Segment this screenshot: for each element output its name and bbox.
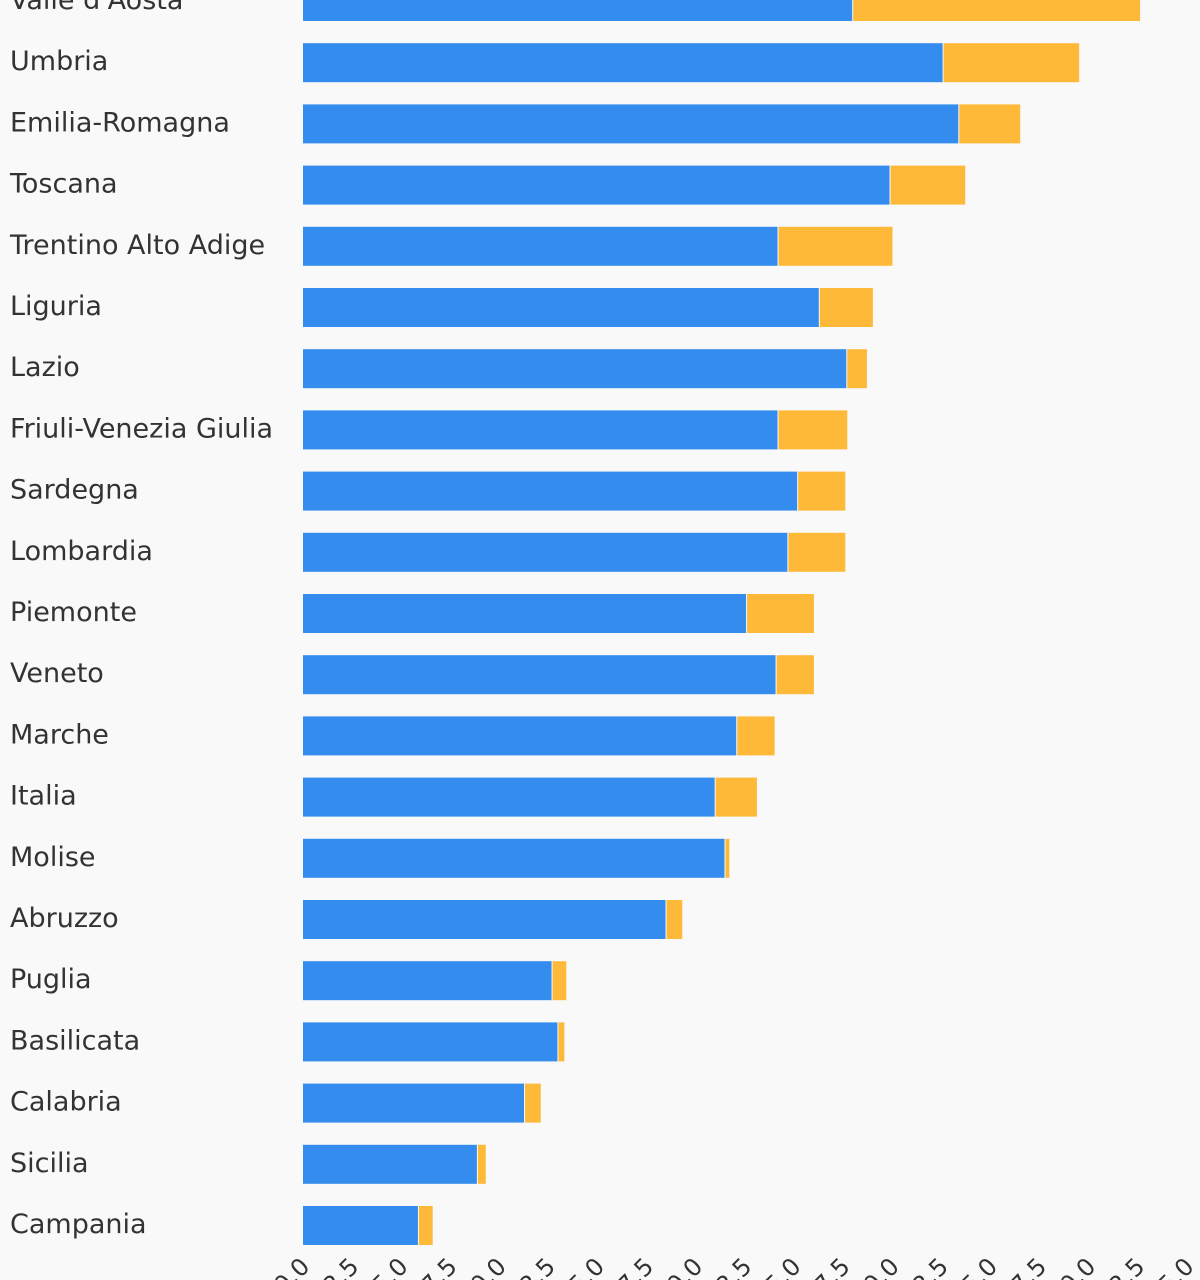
bar-veneto-series-1 — [303, 655, 776, 695]
bar-liguria-series-2 — [819, 288, 873, 327]
x-tick-label: 40.0 — [1044, 1252, 1102, 1280]
bar-trentino-alto-adige-series-1 — [303, 226, 778, 266]
bar-basilicata-series-2 — [558, 1022, 565, 1062]
bar-abruzzo-series-2 — [666, 900, 683, 939]
bar-umbria-series-1 — [303, 43, 943, 83]
x-tick-label: 37.5 — [995, 1252, 1053, 1280]
category-label-trentino-alto-adige: Trentino Alto Adige — [9, 230, 265, 261]
bar-lombardia-series-2 — [788, 532, 846, 572]
bar-italia-series-2 — [715, 777, 757, 817]
category-label-marche: Marche — [10, 719, 109, 750]
bar-toscana-series-2 — [890, 165, 966, 205]
x-tick-label: 42.5 — [1093, 1252, 1151, 1280]
x-tick-label: 2.5 — [318, 1252, 365, 1280]
bar-calabria-series-1 — [303, 1083, 525, 1123]
bar-piemonte-series-1 — [303, 594, 747, 633]
category-label-puglia: Puglia — [10, 964, 92, 995]
x-tick-label: 35.0 — [945, 1252, 1003, 1280]
category-label-veneto: Veneto — [10, 658, 104, 689]
bar-toscana-series-1 — [303, 165, 890, 205]
x-tick-label: 7.5 — [416, 1252, 463, 1280]
bars-group — [303, 0, 1141, 1245]
bar-calabria-series-2 — [525, 1083, 541, 1123]
x-tick-label: 10.0 — [454, 1252, 512, 1280]
bar-campania-series-1 — [303, 1206, 418, 1245]
x-axis-ticks: 0.02.55.07.510.012.515.017.520.022.525.0… — [268, 1252, 1199, 1280]
category-label-molise: Molise — [10, 842, 96, 873]
category-label-lombardia: Lombardia — [10, 536, 153, 567]
x-tick-label: 45.0 — [1142, 1252, 1200, 1280]
bar-basilicata-series-1 — [303, 1022, 558, 1062]
bar-piemonte-series-2 — [747, 594, 814, 633]
bar-italia-series-1 — [303, 777, 715, 817]
bar-liguria-series-1 — [303, 288, 819, 327]
bar-puglia-series-2 — [552, 961, 567, 1001]
category-label-valle-d-aosta: Valle d'Aosta — [10, 0, 183, 16]
category-label-piemonte: Piemonte — [10, 597, 137, 628]
x-tick-label: 27.5 — [798, 1252, 856, 1280]
x-tick-label: 22.5 — [700, 1252, 758, 1280]
category-label-abruzzo: Abruzzo — [10, 903, 119, 934]
category-label-basilicata: Basilicata — [10, 1025, 140, 1056]
category-label-friuli-venezia-giulia: Friuli-Venezia Giulia — [10, 413, 273, 444]
category-label-sicilia: Sicilia — [10, 1148, 89, 1179]
category-label-emilia-romagna: Emilia-Romagna — [10, 107, 230, 138]
category-label-toscana: Toscana — [9, 169, 118, 200]
bar-emilia-romagna-series-1 — [303, 104, 959, 144]
bar-valle-d-aosta-series-1 — [303, 0, 853, 21]
bar-valle-d-aosta-series-2 — [853, 0, 1141, 21]
bar-trentino-alto-adige-series-2 — [778, 226, 893, 266]
bar-emilia-romagna-series-2 — [959, 104, 1021, 144]
bar-sicilia-series-1 — [303, 1144, 477, 1184]
bar-campania-series-2 — [418, 1206, 433, 1245]
x-tick-label: 5.0 — [367, 1252, 414, 1280]
x-tick-label: 17.5 — [602, 1252, 660, 1280]
x-tick-label: 30.0 — [847, 1252, 905, 1280]
x-tick-label: 25.0 — [749, 1252, 807, 1280]
category-label-italia: Italia — [10, 781, 77, 812]
category-labels: Valle d'Aosta Umbria Emilia-Romagna Toscana… — [9, 0, 273, 1240]
x-tick-label: 15.0 — [552, 1252, 610, 1280]
bar-abruzzo-series-1 — [303, 900, 666, 939]
bar-umbria-series-2 — [943, 43, 1080, 83]
category-label-campania: Campania — [10, 1209, 147, 1240]
x-tick-label: 20.0 — [651, 1252, 709, 1280]
bar-marche-series-1 — [303, 716, 737, 756]
bar-friuli-venezia-giulia-series-2 — [778, 410, 848, 450]
bar-sicilia-series-2 — [477, 1144, 486, 1184]
bar-sardegna-series-2 — [798, 471, 846, 511]
bar-friuli-venezia-giulia-series-1 — [303, 410, 778, 450]
bar-molise-series-2 — [725, 838, 730, 878]
x-tick-label: 0.0 — [268, 1252, 315, 1280]
category-label-lazio: Lazio — [10, 352, 80, 383]
bar-lombardia-series-1 — [303, 532, 788, 572]
bar-marche-series-2 — [737, 716, 775, 756]
bar-veneto-series-2 — [776, 655, 814, 695]
category-label-calabria: Calabria — [10, 1087, 122, 1118]
bar-sardegna-series-1 — [303, 471, 798, 511]
bar-molise-series-1 — [303, 838, 725, 878]
bar-lazio-series-2 — [847, 349, 867, 389]
bar-puglia-series-1 — [303, 961, 552, 1001]
x-tick-label: 12.5 — [503, 1252, 561, 1280]
bar-lazio-series-1 — [303, 349, 847, 389]
category-label-umbria: Umbria — [10, 46, 108, 77]
category-label-liguria: Liguria — [10, 291, 102, 322]
category-label-sardegna: Sardegna — [10, 475, 139, 506]
x-tick-label: 32.5 — [896, 1252, 954, 1280]
